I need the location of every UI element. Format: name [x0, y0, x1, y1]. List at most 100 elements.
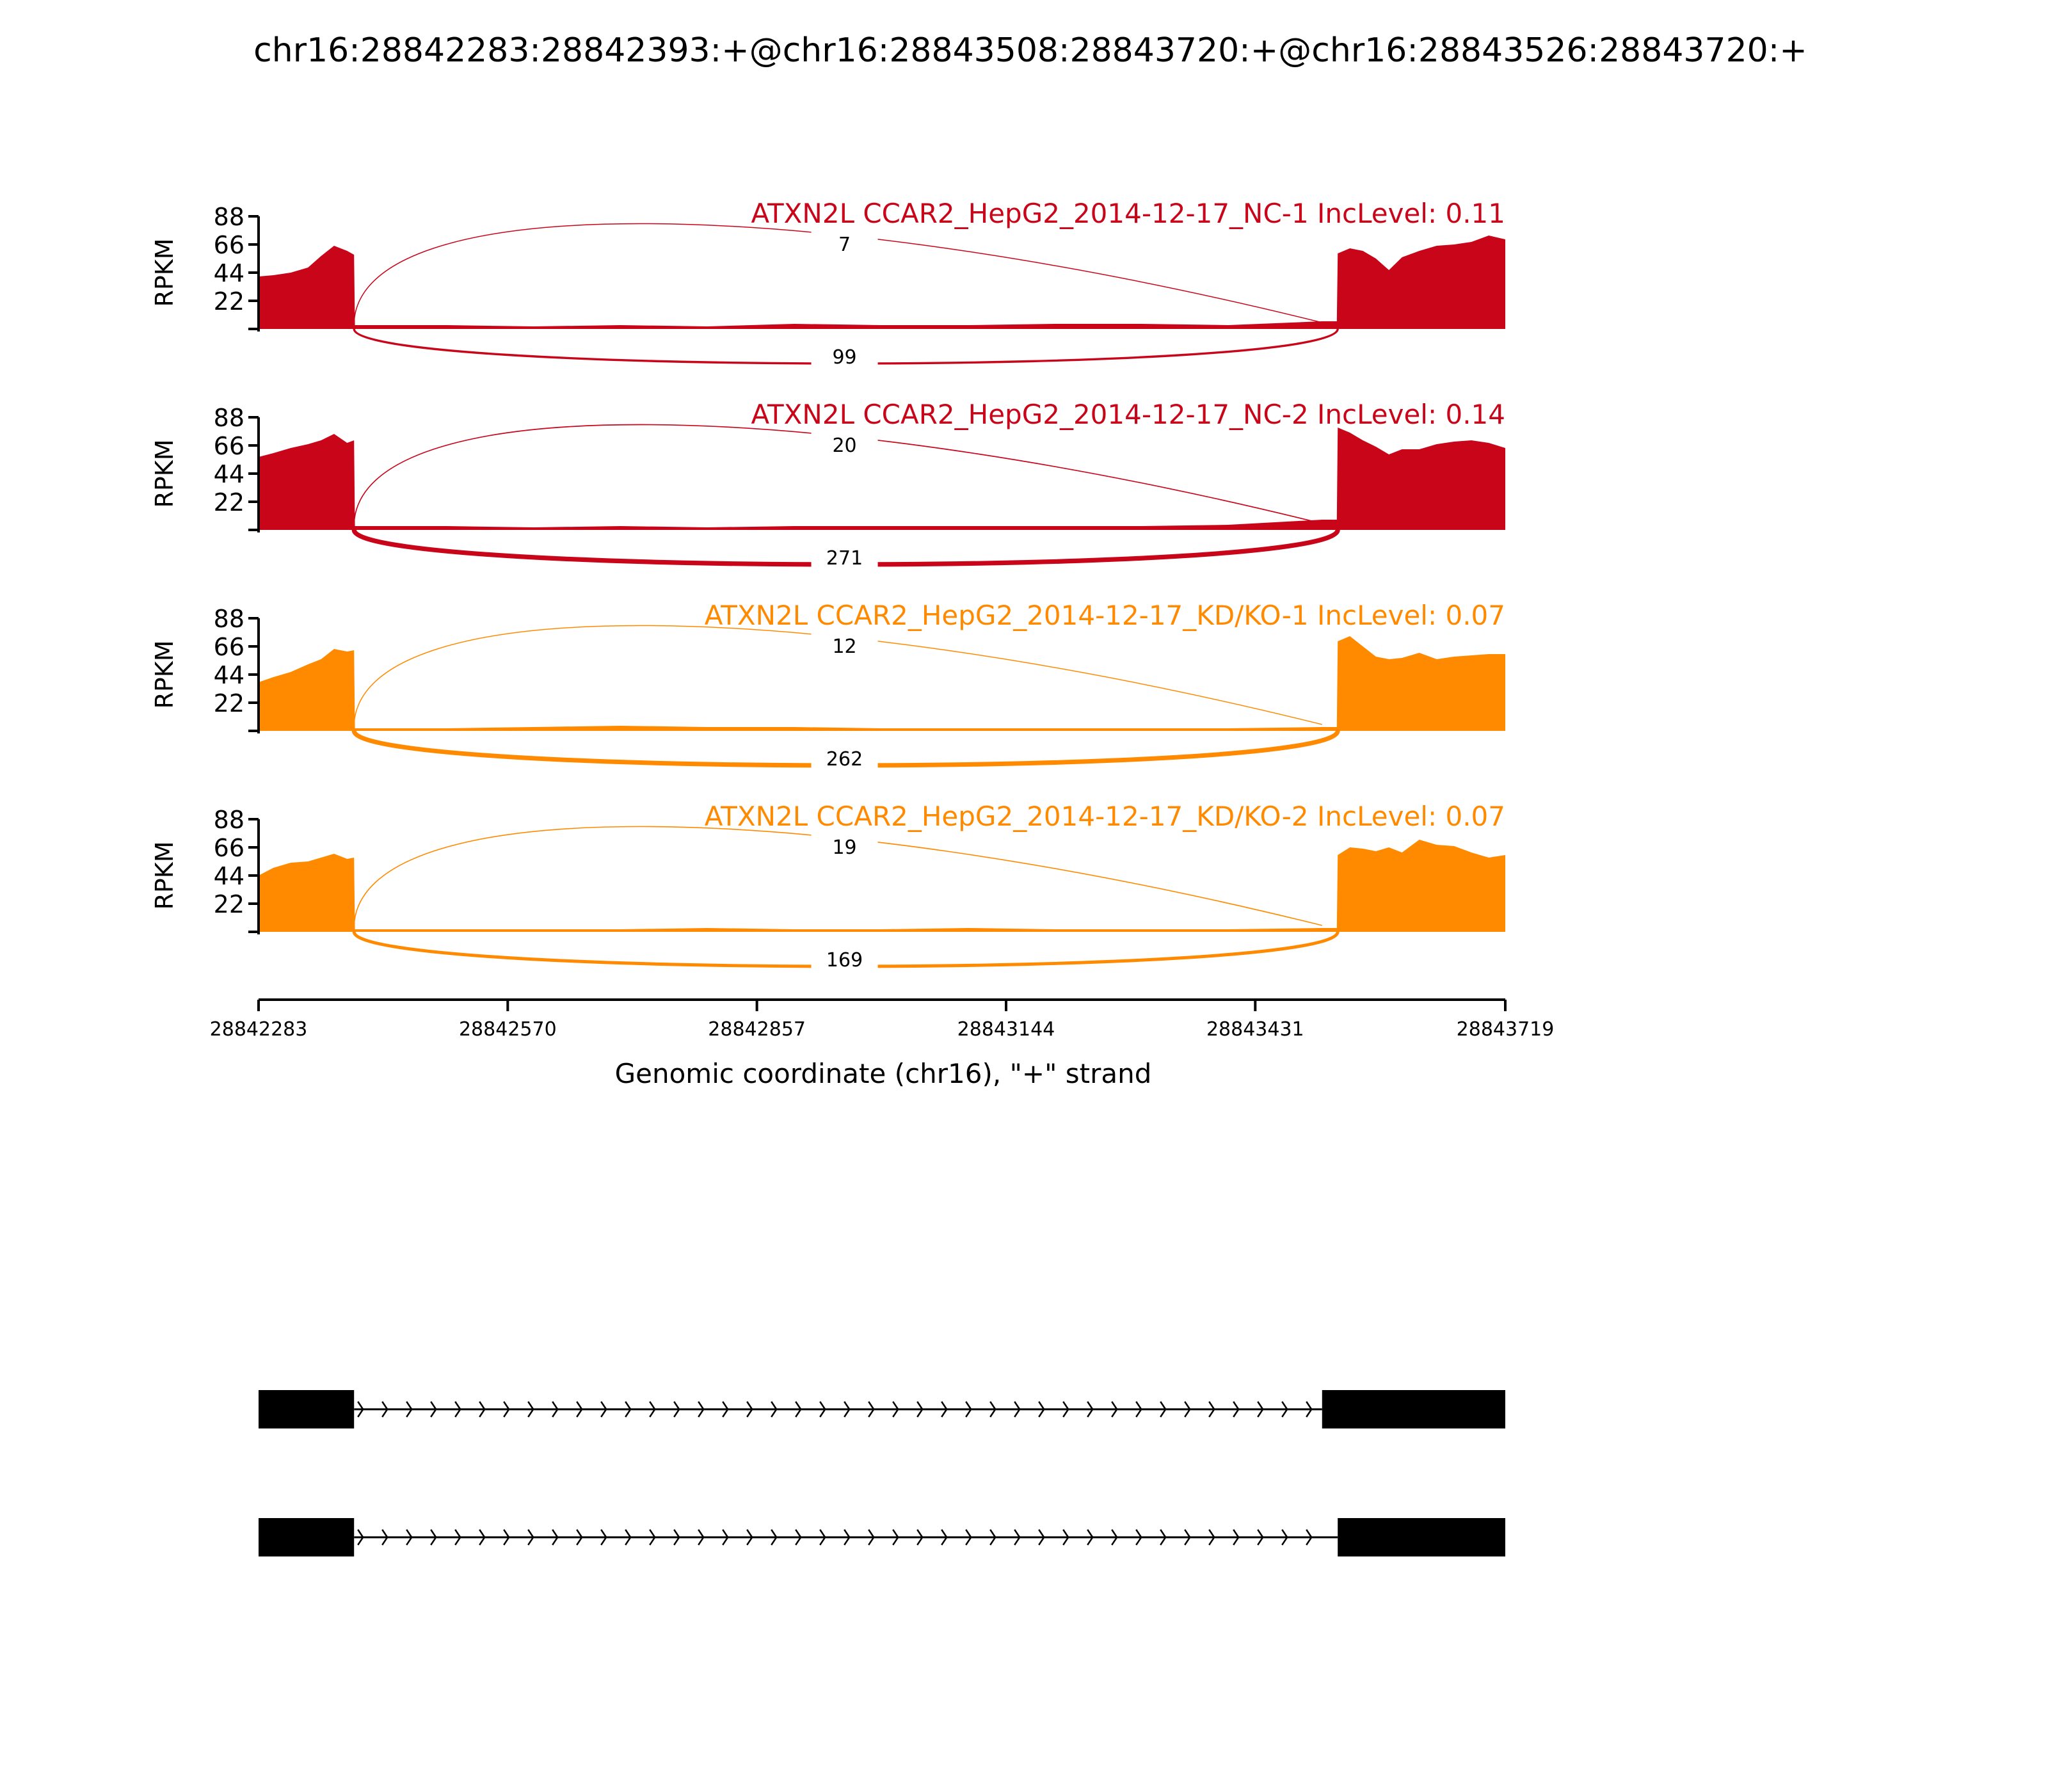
junction-count: 19 — [832, 836, 856, 859]
strand-arrow — [1111, 1529, 1118, 1546]
track-title: ATXN2L CCAR2_HepG2_2014-12-17_NC-2 IncLe… — [751, 399, 1505, 430]
junction-count: 271 — [826, 547, 863, 570]
y-axis-label: RPKM — [150, 841, 179, 909]
strand-arrow — [430, 1401, 437, 1418]
junction-label-box — [811, 545, 878, 571]
strand-arrow — [1233, 1401, 1240, 1418]
strand-arrow — [1184, 1529, 1191, 1546]
strand-arrow — [1087, 1529, 1094, 1546]
junction-arc-top — [353, 424, 1322, 524]
exon-block — [259, 1390, 355, 1428]
y-tick-label: 88 — [214, 806, 244, 834]
strand-arrow — [868, 1401, 875, 1418]
y-tick-label: 88 — [214, 404, 244, 432]
coverage-area — [259, 840, 1505, 932]
track-title: ATXN2L CCAR2_HepG2_2014-12-17_NC-1 IncLe… — [751, 198, 1505, 229]
x-tick-label: 28843144 — [957, 1018, 1055, 1041]
strand-arrow — [844, 1401, 851, 1418]
y-tick-label: 88 — [214, 605, 244, 633]
exon-block — [1338, 1518, 1505, 1556]
strand-arrow — [552, 1401, 559, 1418]
strand-arrow — [479, 1401, 486, 1418]
strand-arrow — [989, 1401, 996, 1418]
strand-arrow — [430, 1529, 437, 1546]
x-axis-label: Genomic coordinate (chr16), "+" strand — [615, 1058, 1152, 1089]
y-tick-label: 44 — [214, 460, 244, 488]
y-tick-label: 22 — [214, 689, 244, 717]
strand-arrow — [406, 1401, 413, 1418]
strand-arrow — [600, 1529, 607, 1546]
strand-arrow — [795, 1529, 802, 1546]
x-tick-label: 28843431 — [1206, 1018, 1304, 1041]
strand-arrow — [1306, 1529, 1313, 1546]
strand-arrow — [357, 1401, 364, 1418]
strand-arrow — [819, 1529, 826, 1546]
strand-arrow — [965, 1401, 972, 1418]
track-title: ATXN2L CCAR2_HepG2_2014-12-17_KD/KO-2 In… — [705, 801, 1505, 832]
junction-label-box — [811, 433, 878, 458]
junction-count: 20 — [832, 435, 856, 457]
strand-arrow — [673, 1401, 680, 1418]
junction-arc-top — [353, 625, 1322, 725]
strand-arrow — [1135, 1401, 1142, 1418]
strand-arrow — [381, 1529, 388, 1546]
strand-arrow — [746, 1529, 753, 1546]
junction-label-box — [811, 947, 878, 973]
junction-label-box — [811, 634, 878, 659]
strand-arrow — [576, 1401, 583, 1418]
strand-arrow — [771, 1401, 778, 1418]
x-tick-label: 28842570 — [459, 1018, 557, 1041]
strand-arrow — [1014, 1529, 1021, 1546]
strand-arrow — [746, 1401, 753, 1418]
junction-count: 99 — [832, 346, 856, 369]
strand-arrow — [1160, 1529, 1167, 1546]
strand-arrow — [1160, 1401, 1167, 1418]
y-tick-label: 22 — [214, 488, 244, 516]
y-tick-label: 66 — [214, 633, 244, 661]
strand-arrow — [479, 1529, 486, 1546]
strand-arrow — [892, 1401, 899, 1418]
junction-label-box — [811, 835, 878, 860]
y-tick-label: 88 — [214, 203, 244, 231]
strand-arrow — [892, 1529, 899, 1546]
strand-arrow — [1062, 1529, 1069, 1546]
strand-arrow — [1087, 1401, 1094, 1418]
strand-arrow — [965, 1529, 972, 1546]
y-tick-label: 66 — [214, 432, 244, 460]
strand-arrow — [600, 1401, 607, 1418]
junction-arc-top — [353, 826, 1322, 926]
strand-arrow — [503, 1529, 510, 1546]
strand-arrow — [625, 1529, 632, 1546]
strand-arrow — [1208, 1529, 1215, 1546]
strand-arrow — [698, 1401, 705, 1418]
x-axis: 28842283 28842570 28842857 28843144 28843431… — [210, 998, 1554, 1041]
strand-arrow — [698, 1529, 705, 1546]
y-tick-label: 44 — [214, 862, 244, 890]
strand-arrow — [1111, 1401, 1118, 1418]
gene-models — [259, 1390, 1505, 1556]
strand-arrow — [673, 1529, 680, 1546]
coverage-area — [259, 636, 1505, 731]
strand-arrow — [406, 1529, 413, 1546]
strand-arrow — [1135, 1529, 1142, 1546]
strand-arrow — [916, 1529, 924, 1546]
figure-title: chr16:28842283:28842393:+@chr16:28843508… — [253, 31, 1807, 70]
strand-arrow — [1038, 1529, 1045, 1546]
strand-arrow — [552, 1529, 559, 1546]
strand-arrow — [503, 1401, 510, 1418]
y-axis-label: RPKM — [150, 238, 179, 307]
y-axis-label: RPKM — [150, 439, 179, 508]
junction-label-box — [811, 232, 878, 257]
y-tick-label: 22 — [214, 890, 244, 918]
strand-arrow — [1257, 1529, 1264, 1546]
strand-arrow — [771, 1529, 778, 1546]
y-axis-label: RPKM — [150, 640, 179, 708]
strand-arrow — [576, 1529, 583, 1546]
y-tick-label: 66 — [214, 834, 244, 862]
strand-arrow — [381, 1401, 388, 1418]
strand-arrow — [1281, 1401, 1288, 1418]
strand-arrow — [795, 1401, 802, 1418]
exon-block — [1322, 1390, 1505, 1428]
